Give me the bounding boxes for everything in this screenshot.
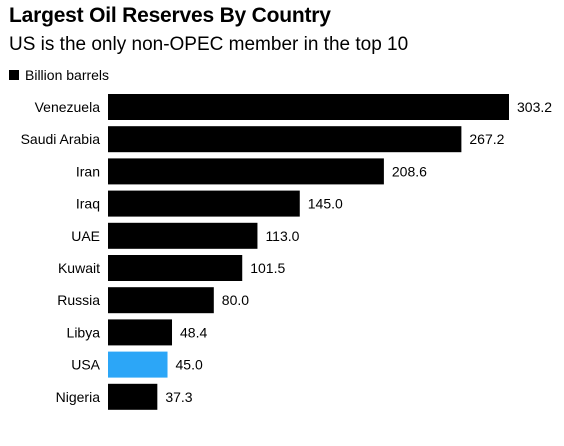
category-label: Saudi Arabia [21,131,101,147]
legend-swatch [9,70,19,80]
category-label: Russia [57,292,100,308]
bar-usa [108,351,168,378]
chart-title: Largest Oil Reserves By Country [9,4,331,27]
category-label: Libya [67,324,101,340]
category-label: Kuwait [58,260,100,276]
legend: Billion barrels [9,66,109,84]
category-label: Nigeria [56,389,101,405]
category-label: USA [71,357,100,373]
bar-iran [108,158,384,185]
value-label: 145.0 [308,196,343,212]
chart-subtitle: US is the only non-OPEC member in the to… [9,34,409,55]
value-label: 267.2 [469,131,504,147]
value-label: 80.0 [222,292,249,308]
bar-saudi-arabia [108,126,462,153]
bar-russia [108,287,214,314]
value-label: 37.3 [165,389,192,405]
legend-label: Billion barrels [25,67,110,83]
value-label: 48.4 [180,324,207,340]
bar-kuwait [108,255,243,281]
category-label: UAE [71,228,100,244]
category-label: Iraq [76,196,100,212]
bar-libya [108,319,173,346]
value-label: 208.6 [392,163,427,179]
category-label: Iran [76,163,100,179]
bar-venezuela [108,94,509,120]
bar-iraq [108,190,300,217]
value-label: 101.5 [250,260,285,276]
bar-uae [108,222,258,249]
bar-nigeria [108,383,158,410]
value-label: 303.2 [517,99,552,115]
value-label: 45.0 [176,357,203,373]
category-label: Venezuela [35,99,101,115]
value-label: 113.0 [265,228,299,244]
